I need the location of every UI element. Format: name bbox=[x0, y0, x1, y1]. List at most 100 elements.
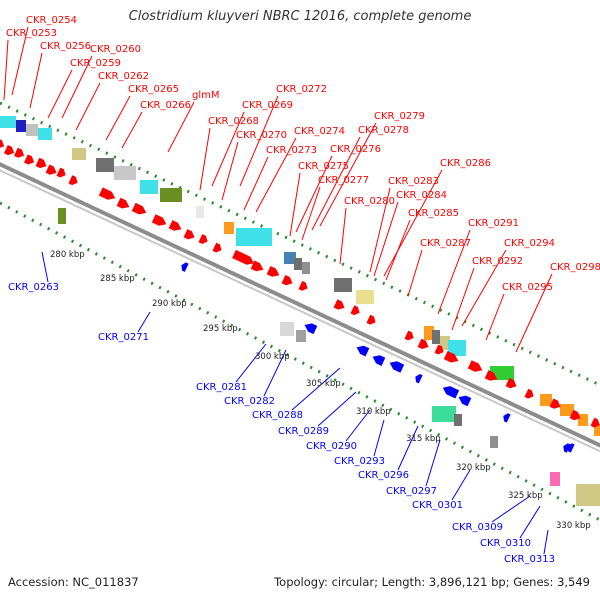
cog-box bbox=[38, 128, 52, 140]
minus-label-leader bbox=[41, 251, 49, 283]
minus-gene-arrow bbox=[567, 443, 575, 453]
plus-gene-arrow bbox=[404, 330, 414, 341]
plus-label-leader bbox=[61, 55, 93, 119]
backbone-line bbox=[0, 162, 600, 448]
scale-tick-label: 320 kbp bbox=[456, 463, 491, 473]
plus-gene-arrow bbox=[569, 409, 581, 421]
label-leader-lines bbox=[3, 26, 553, 555]
plus-gene-arrow bbox=[0, 139, 5, 148]
plus-gene-arrow bbox=[467, 360, 483, 372]
minus-label-leader bbox=[373, 419, 385, 457]
plus-gene-label: CKR_0253 bbox=[6, 28, 57, 39]
minus-label-leader bbox=[491, 495, 531, 523]
plus-gene-arrow bbox=[35, 157, 47, 169]
minus-gene-arrow bbox=[458, 395, 472, 407]
minus-gene-arrow bbox=[442, 386, 460, 399]
plus-gene-arrow bbox=[281, 275, 293, 286]
cog-box bbox=[114, 166, 136, 180]
plus-gene-arrow bbox=[116, 197, 130, 209]
cog-box bbox=[424, 326, 434, 340]
minus-gene-arrow bbox=[372, 355, 386, 366]
minus-gene-label: CKR_0290 bbox=[306, 441, 357, 452]
plus-label-leader bbox=[47, 69, 73, 119]
cog-box bbox=[160, 188, 182, 202]
cog-boxes bbox=[0, 116, 600, 506]
scale-tick-label: 285 kbp bbox=[100, 274, 135, 284]
plus-label-leader bbox=[407, 249, 423, 297]
cog-box bbox=[448, 340, 466, 356]
minus-gene-label: CKR_0297 bbox=[386, 486, 437, 497]
cog-box bbox=[560, 404, 574, 416]
plus-label-leader bbox=[373, 201, 399, 277]
cog-box bbox=[540, 394, 552, 406]
plus-gene-arrow bbox=[590, 417, 600, 428]
plus-gene-label: CKR_0279 bbox=[374, 111, 425, 122]
plus-gene-arrow bbox=[212, 242, 222, 253]
minus-label-leader bbox=[345, 409, 371, 442]
gene-arrows bbox=[0, 139, 600, 453]
plus-label-leader bbox=[339, 207, 347, 265]
cog-box bbox=[96, 158, 114, 172]
plus-gene-label: CKR_0294 bbox=[504, 238, 555, 249]
plus-gene-label: CKR_0277 bbox=[318, 175, 369, 186]
backbone-shadow-line bbox=[0, 169, 600, 453]
scale-tick-label: 280 kbp bbox=[50, 250, 85, 260]
plus-label-leader bbox=[11, 26, 29, 96]
plus-gene-arrow bbox=[350, 305, 360, 316]
scale-ticks: 280 kbp 285 kbp 290 kbp 295 kbp 300 kbp 305 k… bbox=[50, 250, 591, 531]
plus-gene-arrow bbox=[68, 175, 78, 186]
scale-tick-label: 290 kbp bbox=[152, 299, 187, 309]
cog-box bbox=[16, 120, 26, 132]
cog-box bbox=[224, 222, 234, 234]
plus-label-leader bbox=[29, 52, 43, 109]
plus-label-leader bbox=[3, 39, 9, 101]
plus-gene-label: CKR_0285 bbox=[408, 208, 459, 219]
cog-box bbox=[334, 278, 352, 292]
cog-box bbox=[72, 148, 86, 160]
plus-gene-label: CKR_0272 bbox=[276, 84, 327, 95]
minus-gene-label: CKR_0309 bbox=[452, 522, 503, 533]
plus-label-leader bbox=[239, 95, 279, 187]
plus-gene-label: CKR_0284 bbox=[396, 190, 447, 201]
plus-gene-arrow bbox=[151, 214, 167, 226]
cog-box bbox=[302, 262, 310, 274]
cog-box bbox=[594, 424, 600, 436]
plus-label-leader bbox=[461, 249, 507, 327]
gene-labels: CKR_0254 CKR_0253 CKR_0256 CKR_0260 CKR_0259… bbox=[6, 15, 600, 565]
plus-label-leader bbox=[515, 273, 553, 353]
minus-gene-arrow bbox=[304, 323, 318, 335]
plus-gene-label: CKR_0256 bbox=[40, 41, 91, 52]
plus-gene-label: CKR_0260 bbox=[90, 44, 141, 55]
cog-box bbox=[26, 124, 38, 136]
minus-label-leader bbox=[519, 505, 541, 539]
scale-tick-label: 300 kbp bbox=[255, 352, 290, 362]
minus-gene-label: CKR_0313 bbox=[504, 554, 555, 565]
scale-tick-label: 330 kbp bbox=[556, 521, 591, 531]
cog-box bbox=[454, 414, 462, 426]
plus-label-leader bbox=[369, 187, 391, 273]
plus-gene-label: CKR_0286 bbox=[440, 158, 491, 169]
plus-label-leader bbox=[289, 172, 301, 237]
plus-gene-label: CKR_0262 bbox=[98, 71, 149, 82]
plus-label-leader bbox=[221, 141, 239, 201]
plus-gene-label: CKR_0274 bbox=[294, 126, 345, 137]
plus-gene-arrow bbox=[484, 370, 498, 381]
scale-tick-label: 310 kbp bbox=[356, 407, 391, 417]
plus-gene-label: CKR_0275 bbox=[298, 161, 349, 172]
minus-gene-arrow bbox=[181, 262, 189, 272]
cog-box bbox=[576, 484, 600, 506]
plus-label-leader bbox=[75, 82, 101, 131]
plus-gene-arrow bbox=[549, 398, 561, 409]
minus-gene-label: CKR_0281 bbox=[196, 382, 247, 393]
plus-label-leader bbox=[437, 229, 471, 315]
genome-backbone bbox=[0, 162, 600, 453]
plus-gene-arrow bbox=[98, 187, 116, 200]
plus-gene-arrow bbox=[333, 299, 345, 310]
plus-gene-arrow bbox=[250, 260, 264, 272]
cog-box bbox=[578, 414, 588, 426]
minus-gene-arrow bbox=[356, 345, 370, 357]
minus-label-leader bbox=[317, 391, 357, 427]
plus-gene-label: CKR_0265 bbox=[128, 84, 179, 95]
minus-gene-label: CKR_0282 bbox=[224, 396, 275, 407]
